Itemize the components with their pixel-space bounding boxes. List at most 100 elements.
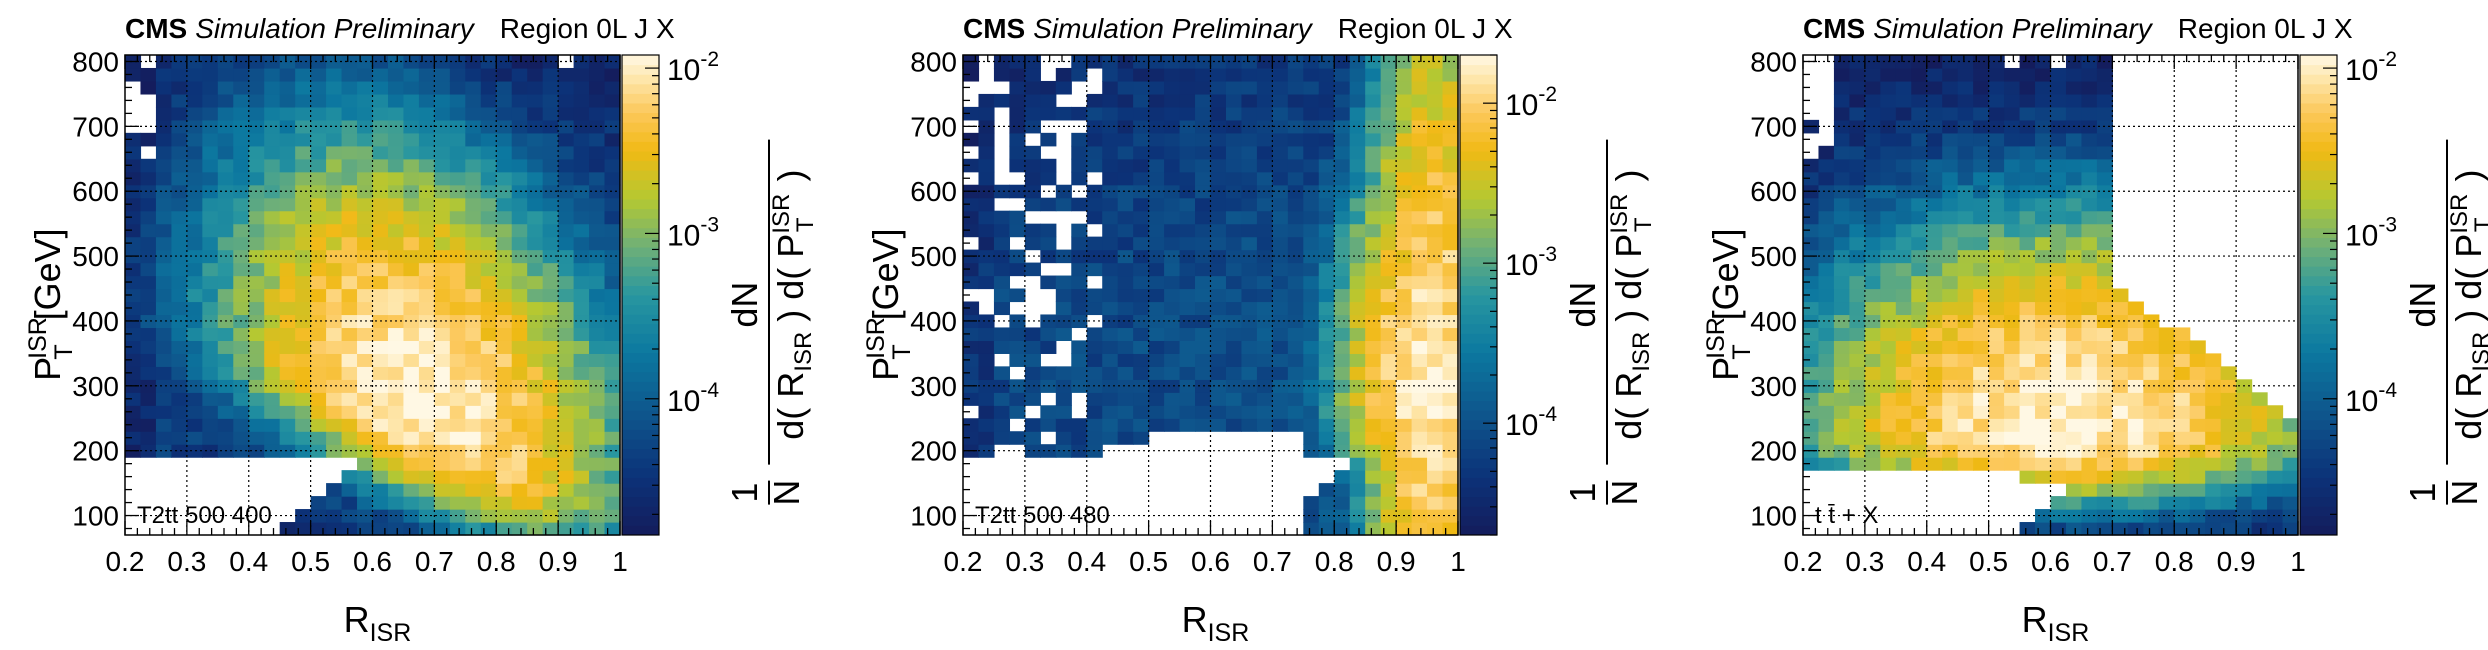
heatmap-cell [511, 262, 528, 277]
heatmap-cell [1055, 288, 1072, 303]
heatmap-cell [1334, 197, 1351, 212]
heatmap-cell [1957, 223, 1974, 238]
heatmap-cell [186, 288, 203, 303]
heatmap-cell [202, 327, 219, 341]
heatmap-cell [1880, 210, 1897, 225]
heatmap-cell [465, 366, 482, 380]
heatmap-cell [326, 496, 343, 510]
heatmap-cell [2096, 392, 2113, 406]
heatmap-cell [248, 197, 265, 212]
heatmap-cell [1040, 275, 1057, 290]
heatmap-cell [1349, 197, 1366, 212]
heatmap-cell [2174, 366, 2191, 380]
heatmap-cell [217, 288, 234, 303]
heatmap-cell [1833, 67, 1851, 82]
heatmap-cell [326, 405, 343, 419]
heatmap-cell [1833, 444, 1851, 458]
heatmap-cell [1942, 431, 1959, 445]
heatmap-cell [1241, 80, 1258, 95]
z-title-dn: dN [724, 282, 765, 328]
heatmap-cell [357, 470, 374, 484]
heatmap-cell [186, 340, 203, 354]
heatmap-cell [1241, 262, 1258, 277]
heatmap-cell [1957, 145, 1974, 160]
x-tick-label: 0.4 [1067, 546, 1106, 577]
heatmap-cell [372, 171, 389, 186]
heatmap-cell [387, 262, 405, 277]
heatmap-cell [2019, 392, 2036, 406]
heatmap-cell [1225, 210, 1243, 225]
heatmap-cell [310, 197, 327, 212]
heatmap-cell [978, 158, 995, 173]
heatmap-cell [1024, 353, 1041, 367]
heatmap-cell [248, 158, 265, 173]
heatmap-cell [1926, 262, 1943, 277]
heatmap-cell [372, 457, 389, 471]
heatmap-cell [2065, 522, 2083, 536]
heatmap-cell [171, 249, 188, 264]
color-bar-segment [1460, 515, 1497, 526]
heatmap-cell [2035, 405, 2052, 419]
heatmap-cell [978, 444, 995, 458]
heatmap-cell [1849, 314, 1866, 329]
heatmap-cell [1803, 418, 1820, 432]
heatmap-cell [125, 145, 142, 160]
heatmap-cell [1818, 457, 1835, 471]
heatmap-cell [233, 158, 250, 173]
heatmap-cell [1256, 171, 1273, 186]
heatmap-cell [2112, 405, 2129, 419]
heatmap-cell [1988, 418, 2005, 432]
heatmap-cell [434, 366, 451, 380]
heatmap-cell [1349, 483, 1366, 497]
heatmap-cell [1148, 197, 1165, 212]
color-bar-segment [1460, 391, 1497, 402]
color-bar-segment [622, 170, 659, 181]
heatmap-cell [1349, 158, 1366, 173]
color-bar-segment [2300, 400, 2337, 411]
heatmap-cell [589, 275, 606, 290]
heatmap-cell [326, 431, 343, 445]
heatmap-cell [604, 119, 621, 134]
heatmap-cell [217, 93, 234, 108]
heatmap-cell [1210, 210, 1227, 225]
heatmap-cell [1040, 93, 1057, 108]
heatmap-cell [2127, 379, 2144, 393]
heatmap-cell [372, 223, 389, 238]
heatmap-cell [604, 249, 621, 264]
heatmap-cell [1102, 197, 1119, 212]
heatmap-cell [978, 418, 995, 432]
heatmap-cell [1818, 327, 1835, 341]
heatmap-cell [465, 444, 482, 458]
heatmap-cell [341, 158, 358, 173]
heatmap-cell [1988, 145, 2005, 160]
heatmap-cell [1071, 431, 1088, 445]
heatmap-cell [217, 262, 234, 277]
heatmap-cell [1442, 327, 1459, 341]
heatmap-cell [542, 470, 559, 484]
heatmap-cell [1318, 145, 1335, 160]
heatmap-cell [1256, 223, 1273, 238]
heatmap-cell [372, 236, 389, 251]
heatmap-cell [264, 236, 281, 251]
heatmap-cell [2081, 418, 2098, 432]
heatmap-cell [480, 327, 497, 341]
heatmap-cell [357, 301, 374, 316]
heatmap-cell [449, 262, 466, 277]
heatmap-cell [1303, 392, 1320, 406]
heatmap-cell [1911, 210, 1928, 225]
heatmap-cell [1988, 353, 2005, 367]
heatmap-cell [1071, 236, 1088, 251]
heatmap-cell [1895, 418, 1912, 432]
heatmap-cell [2004, 223, 2021, 238]
heatmap-cell [465, 171, 482, 186]
heatmap-cell [155, 106, 173, 121]
heatmap-cell [186, 249, 203, 264]
heatmap-cell [1102, 171, 1119, 186]
heatmap-cell [1024, 67, 1041, 82]
heatmap-cell [1911, 301, 1928, 316]
heatmap-cell [993, 392, 1011, 406]
heatmap-cell [1303, 275, 1320, 290]
heatmap-cell [1411, 223, 1428, 238]
heatmap-cell [1009, 249, 1026, 264]
